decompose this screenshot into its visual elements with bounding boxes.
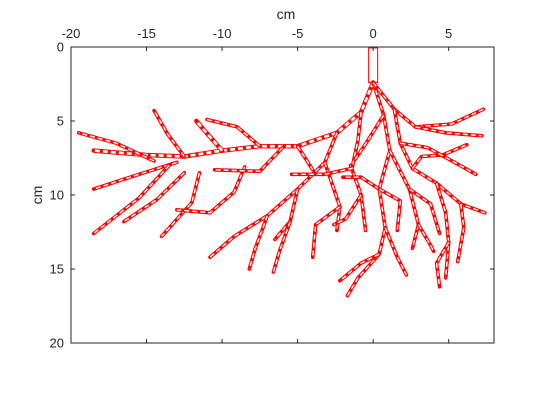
root-segment-core bbox=[248, 215, 269, 270]
root-segment-core bbox=[209, 132, 338, 258]
root-segment-core bbox=[312, 206, 341, 258]
root-segment-core bbox=[411, 144, 468, 169]
y-axis-label: cm bbox=[29, 186, 45, 205]
root-segment-core bbox=[161, 172, 201, 237]
root-segment-core bbox=[333, 194, 362, 226]
root-segment-core bbox=[93, 82, 375, 158]
root-segment-core bbox=[297, 145, 314, 171]
x-axis-label: cm bbox=[277, 6, 296, 22]
root-segment-core bbox=[272, 221, 291, 273]
root-segment bbox=[91, 160, 179, 191]
x-tick-label: -10 bbox=[213, 26, 232, 41]
x-tick-label: -20 bbox=[62, 26, 81, 41]
root-segment-core bbox=[354, 114, 385, 160]
x-tick-label: -15 bbox=[137, 26, 156, 41]
root-segment bbox=[455, 202, 466, 264]
root-segment-core bbox=[195, 120, 224, 152]
x-tick-label: 5 bbox=[445, 26, 452, 41]
root-segment-core bbox=[93, 164, 170, 235]
root-segment-core bbox=[342, 176, 380, 190]
root-segment-core bbox=[123, 172, 185, 223]
root-system bbox=[76, 47, 487, 298]
root-segment-core bbox=[378, 188, 401, 231]
root-segment-core bbox=[214, 147, 284, 172]
root-segment-core bbox=[400, 142, 477, 175]
root-segment bbox=[434, 181, 451, 280]
root-segment-core bbox=[393, 109, 486, 214]
root-segment-core bbox=[339, 253, 380, 282]
root-segment-core bbox=[291, 112, 362, 175]
x-tick-label: -5 bbox=[292, 26, 304, 41]
root-segment-core bbox=[78, 132, 155, 162]
root-segment-core bbox=[389, 150, 420, 249]
root-segment-core bbox=[346, 82, 391, 296]
y-tick-label: 15 bbox=[50, 262, 64, 277]
plot-area bbox=[76, 47, 487, 298]
root-segment-core bbox=[176, 166, 246, 214]
y-tick-label: 0 bbox=[57, 40, 64, 55]
root-segment-core bbox=[415, 126, 482, 137]
root-segment-core bbox=[384, 227, 408, 276]
y-tick-label: 10 bbox=[50, 188, 64, 203]
root-segment-core bbox=[417, 224, 435, 252]
x-axis-ticks: -20 -15 -10 -5 0 5 bbox=[62, 26, 452, 343]
root-segment bbox=[434, 240, 451, 289]
root-segment-core bbox=[408, 188, 441, 234]
root-segment-core bbox=[349, 165, 367, 231]
root-segment-core bbox=[153, 110, 185, 157]
y-tick-label: 5 bbox=[57, 114, 64, 129]
x-tick-label: 0 bbox=[370, 26, 377, 41]
y-axis-ticks: 0 5 10 15 20 bbox=[50, 40, 494, 351]
root-segment-core bbox=[206, 118, 261, 147]
y-tick-label: 20 bbox=[50, 336, 64, 351]
